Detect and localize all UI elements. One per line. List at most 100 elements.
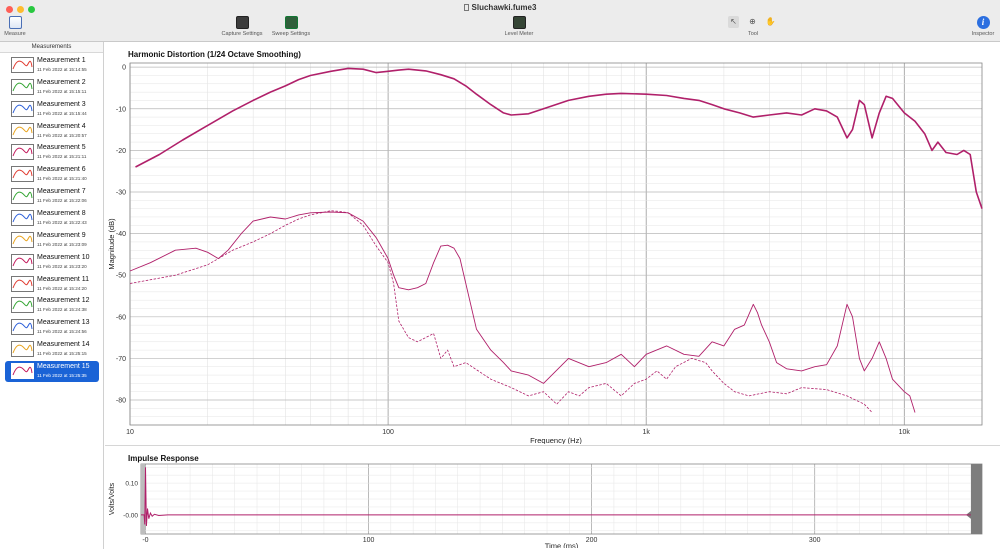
measurement-thumbnail-icon [11,253,34,270]
measurement-name: Measurement 10 [37,253,90,261]
close-window-button[interactable] [6,6,13,13]
thumbnail-line [12,191,33,201]
measurement-thumbnail-icon [11,231,34,248]
thumbnail-line [12,169,33,179]
info-icon: i [976,16,990,29]
measurement-date: 11 Feb 2022 at 15:23:09 [37,241,87,247]
harmonic-distortion-chart[interactable]: 0 -10 -20 -30 -40 -50 -60 -70 -80 10 100 1k 10k Frequ… [105,60,1000,444]
impulse-response-title: Impulse Response [128,454,199,463]
measurement-name: Measurement 1 [37,57,86,64]
minimize-window-button[interactable] [17,6,24,13]
measurement-date: 11 Feb 2022 at 15:22:43 [37,219,87,225]
measurement-name: Measurement 12 [37,297,90,305]
measurement-item[interactable]: Measurement 2 11 Feb 2022 at 15:15:11 [5,77,99,98]
thumbnail-line [12,235,33,244]
thumbnail-curve [12,82,33,92]
capture-settings-button[interactable]: Capture Settings [217,16,267,37]
measurement-name: Measurement 3 [37,100,86,108]
left-window-handle[interactable] [141,464,145,534]
measure-button[interactable]: Measure [4,16,26,37]
zoom-tool-icon[interactable]: ⊕ [749,17,756,26]
measurement-name: Measurement 9 [37,231,86,239]
x-tick-label: -0 [142,537,148,544]
measurement-name: Measurement 8 [37,209,86,217]
zoom-window-button[interactable] [28,6,35,13]
impulse-response-chart[interactable]: 0.10 -0.00 -0 100 200 300 Time (ms) Volts/Volts [105,462,1000,548]
measurement-item[interactable]: Measurement 9 11 Feb 2022 at 15:23:09 [5,230,99,251]
measurement-name: Measurement 6 [37,166,86,174]
thumbnail-line [12,148,33,157]
thumbnail-curve [12,235,33,244]
measurement-thumbnail-icon [11,188,34,205]
thumbnail-curve [12,366,33,376]
harmonic-dashed-series-line [129,210,873,413]
thumbnail-line [12,104,33,113]
measurement-name: Measurement 14 [37,341,90,349]
measurement-thumbnail-icon [11,362,34,379]
sweep-settings-button[interactable]: Sweep Settings [268,16,314,37]
sweep-settings-icon [284,16,298,29]
measurement-item[interactable]: Measurement 6 11 Feb 2022 at 15:21:40 [5,164,99,185]
measurement-date: 11 Feb 2022 at 15:25:15 [37,351,87,357]
measurement-date: 11 Feb 2022 at 15:21:11 [37,154,87,160]
y-tick-label: -80 [116,398,126,405]
measurement-item[interactable]: Measurement 5 11 Feb 2022 at 15:21:11 [5,142,99,163]
inspector-button[interactable]: i Inspector [971,16,995,37]
thumbnail-line [12,366,33,376]
plot-frame [129,62,983,426]
measurement-date: 11 Feb 2022 at 15:23:20 [37,263,87,269]
measurement-item[interactable]: Measurement 1 11 Feb 2022 at 15:14:55 [5,55,99,76]
measurement-thumbnail-icon [11,122,34,139]
y-tick-label: -60 [116,314,126,321]
measurement-thumbnail-icon [11,275,34,292]
panel-divider[interactable] [105,445,1000,446]
measurement-item[interactable]: Measurement 8 11 Feb 2022 at 15:22:43 [5,208,99,229]
document-icon [463,4,469,11]
measurement-item[interactable]: Measurement 15 11 Feb 2022 at 15:25:35 [5,360,99,382]
measurement-name: Measurement 2 [37,78,86,86]
thumbnail-curve [12,169,33,179]
thumbnail-curve [12,60,33,70]
measurement-item[interactable]: Measurement 12 11 Feb 2022 at 15:24:38 [5,295,99,316]
thumbnail-line [12,344,33,354]
level-meter-button[interactable]: Level Meter [500,16,538,37]
measurement-date: 11 Feb 2022 at 15:21:40 [37,176,87,182]
measurement-item[interactable]: Measurement 13 11 Feb 2022 at 15:24:56 [5,317,99,338]
measurement-date: 11 Feb 2022 at 15:24:56 [37,329,87,335]
measurement-item[interactable]: Measurement 14 11 Feb 2022 at 15:25:15 [5,339,99,360]
x-axis-label: Frequency (Hz) [530,436,582,444]
x-tick-label: 1k [642,429,650,436]
y-tick-label: -20 [116,148,126,155]
pointer-tool-icon[interactable]: ↖ [728,16,739,28]
measurement-thumbnail-icon [11,319,34,336]
y-tick-label: -30 [116,189,126,196]
harmonic-distortion-title: Harmonic Distortion (1/24 Octave Smoothi… [128,50,301,59]
fundamental-series-line [135,67,983,209]
thumbnail-line [12,82,33,92]
toolbar: Sluchawki.fume3 Measure Capture Settings… [0,0,1000,42]
thumbnail-curve [12,322,33,332]
measurement-thumbnail-icon [11,144,34,161]
thumbnail-line [12,213,33,223]
measurement-item[interactable]: Measurement 3 11 Feb 2022 at 15:15:44 [5,99,99,120]
measurement-item[interactable]: Measurement 11 11 Feb 2022 at 15:24:20 [5,274,99,295]
right-window-handle[interactable] [971,464,982,534]
hand-tool-icon[interactable]: ✋ [765,17,776,26]
y-tick-label: -10 [116,106,126,113]
y-tick-label: 0 [122,65,126,72]
impulse-series-line [141,467,971,527]
measurement-item[interactable]: Measurement 7 11 Feb 2022 at 15:22:06 [5,186,99,207]
x-tick-label: 10 [126,429,134,436]
measurement-thumbnail-icon [11,297,34,314]
measurement-date: 11 Feb 2022 at 15:15:44 [37,110,87,116]
thumbnail-line [12,60,33,70]
y-tick-label: 0.10 [125,481,138,488]
thumbnail-curve [12,344,33,354]
thumbnail-curve [12,126,33,135]
measurement-date: 11 Feb 2022 at 15:15:11 [37,88,87,94]
measurement-item[interactable]: Measurement 10 11 Feb 2022 at 15:23:20 [5,252,99,273]
measurement-date: 11 Feb 2022 at 15:14:55 [37,67,87,72]
x-axis-label: Time (ms) [545,542,579,549]
measurement-item[interactable]: Measurement 4 11 Feb 2022 at 15:20:57 [5,121,99,142]
